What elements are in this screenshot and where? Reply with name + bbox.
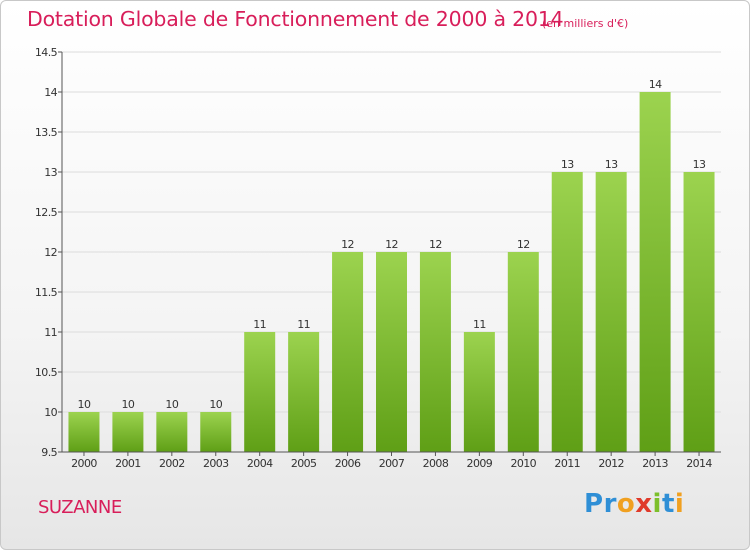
bar-value-label: 14 [649, 78, 662, 91]
chart-subtitle: (en milliers d'€) [542, 17, 629, 30]
bar-value-label: 12 [429, 238, 442, 251]
bar [639, 92, 671, 452]
bar-value-label: 11 [473, 318, 486, 331]
bar [200, 412, 232, 452]
bar [112, 412, 144, 452]
x-tick-label: 2002 [159, 457, 185, 470]
bar-value-label: 12 [341, 238, 354, 251]
y-tick-label: 9.5 [41, 446, 57, 459]
x-tick-label: 2003 [203, 457, 229, 470]
bar [68, 412, 100, 452]
y-tick-label: 10.5 [35, 366, 58, 379]
bar-value-label: 10 [121, 398, 134, 411]
x-tick-label: 2005 [291, 457, 317, 470]
x-tick-label: 2006 [335, 457, 361, 470]
x-tick-label: 2004 [247, 457, 273, 470]
bar-value-label: 11 [297, 318, 310, 331]
proxiti-logo[interactable]: Proxiti [584, 489, 684, 519]
x-tick-label: 2012 [598, 457, 624, 470]
logo-letter: x [635, 489, 653, 519]
x-tick-label: 2011 [554, 457, 580, 470]
y-tick-label: 12.5 [35, 206, 58, 219]
x-tick-label: 2008 [423, 457, 449, 470]
logo-letter: i [674, 489, 685, 519]
logo-letter: t [661, 489, 675, 519]
bar [419, 252, 451, 452]
logo-letter: P [584, 489, 604, 519]
bar [507, 252, 539, 452]
y-tick-label: 14 [44, 86, 57, 99]
y-tick-label: 14.5 [35, 46, 58, 59]
x-tick-label: 2000 [71, 457, 97, 470]
commune-name: SUZANNE [38, 497, 122, 518]
y-tick-label: 11 [44, 326, 57, 339]
bar [244, 332, 276, 452]
bar [463, 332, 495, 452]
bar [156, 412, 188, 452]
bar [551, 172, 583, 452]
bar-value-label: 10 [78, 398, 91, 411]
bar-value-label: 13 [693, 158, 706, 171]
x-tick-label: 2001 [115, 457, 141, 470]
x-tick-label: 2014 [686, 457, 712, 470]
bar-value-label: 12 [385, 238, 398, 251]
bar [288, 332, 320, 452]
x-tick-label: 2013 [642, 457, 668, 470]
logo-letter: o [616, 489, 636, 519]
bar [332, 252, 364, 452]
bar [376, 252, 407, 452]
y-tick-label: 10 [44, 406, 57, 419]
logo-letter: i [652, 489, 662, 519]
bar [595, 172, 627, 452]
x-tick-label: 2007 [379, 457, 405, 470]
bar [683, 172, 715, 452]
chart-title: Dotation Globale de Fonctionnement de 20… [27, 7, 564, 31]
bar-value-label: 12 [517, 238, 530, 251]
y-tick-label: 11.5 [35, 286, 58, 299]
x-tick-label: 2010 [510, 457, 536, 470]
bar-value-label: 10 [165, 398, 178, 411]
bar-value-label: 13 [561, 158, 574, 171]
bar-value-label: 10 [209, 398, 222, 411]
logo-letter: r [603, 489, 617, 519]
bar-value-label: 13 [605, 158, 618, 171]
bar-value-label: 11 [253, 318, 266, 331]
y-tick-label: 13.5 [35, 126, 58, 139]
x-tick-label: 2009 [467, 457, 493, 470]
y-tick-label: 13 [44, 166, 57, 179]
y-tick-label: 12 [44, 246, 57, 259]
